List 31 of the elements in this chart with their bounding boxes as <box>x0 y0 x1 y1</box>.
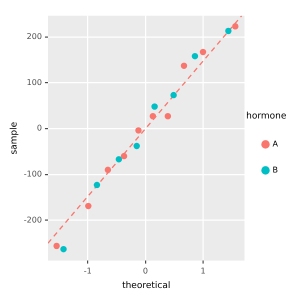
point <box>94 182 100 188</box>
point <box>134 142 140 150</box>
point <box>180 62 188 69</box>
legend-label: A <box>272 139 279 148</box>
point <box>225 28 232 34</box>
x-axis-title: theoretical <box>122 280 170 291</box>
point <box>151 103 158 110</box>
y-tick-label: 200 <box>26 32 42 41</box>
y-axis-title: sample <box>10 121 20 155</box>
point <box>53 242 60 250</box>
point <box>135 127 142 134</box>
point <box>116 156 122 162</box>
point <box>164 112 172 120</box>
point <box>60 246 67 252</box>
y-tick-label: 100 <box>26 78 42 87</box>
x-tick-label: 1 <box>200 266 206 276</box>
legend-label: B <box>272 165 278 174</box>
point <box>232 23 238 30</box>
point <box>170 92 177 98</box>
legend-title: hormone <box>246 111 287 122</box>
point <box>192 52 198 60</box>
point <box>85 202 92 210</box>
point <box>200 48 206 56</box>
y-tick-label: -200 <box>24 215 42 224</box>
x-tick-label: 0 <box>142 266 148 276</box>
point <box>120 152 128 160</box>
x-tick-label: -1 <box>84 266 92 276</box>
point <box>104 166 112 174</box>
y-tick-label: -100 <box>24 169 42 178</box>
y-tick-label: 0 <box>36 124 42 133</box>
point <box>150 112 156 120</box>
